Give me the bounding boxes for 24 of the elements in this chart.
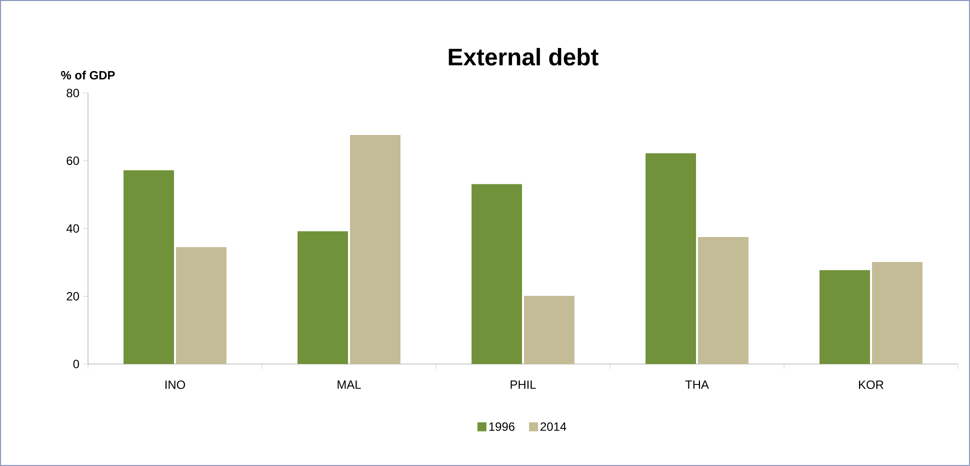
bar	[872, 262, 922, 364]
x-tick-label: KOR	[859, 380, 884, 389]
y-tick-label: 20	[66, 292, 80, 300]
chart-title: External debt	[448, 48, 598, 66]
bar	[820, 270, 870, 364]
x-tick-label: THA	[685, 380, 709, 389]
y-tick-label: 40	[66, 224, 80, 233]
bar	[124, 170, 174, 364]
bar	[298, 231, 348, 364]
y-tick-label: 80	[66, 88, 80, 98]
y-tick-label: 60	[66, 156, 80, 165]
x-tick-label: INO	[165, 380, 186, 389]
bar	[350, 135, 400, 364]
bar	[524, 296, 574, 364]
y-axis-title: % of GDP	[61, 70, 115, 80]
y-tick-label: 0	[73, 360, 80, 368]
x-tick-label: PHIL	[510, 380, 536, 389]
legend-label: 2014	[540, 422, 566, 431]
bar	[472, 184, 522, 364]
bar	[698, 236, 748, 364]
bar	[646, 153, 696, 364]
legend-label: 1996	[489, 422, 514, 431]
bar	[176, 247, 226, 364]
x-tick-label: MAL	[338, 380, 361, 389]
